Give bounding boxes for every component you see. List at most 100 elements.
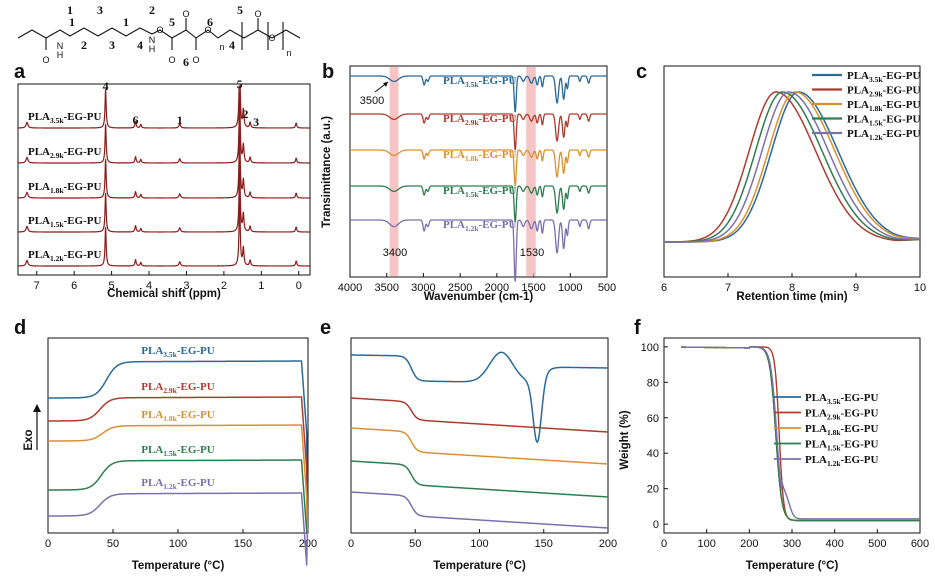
x-tick-label: 0: [661, 538, 667, 550]
panel-letter: f: [634, 317, 641, 339]
nmr-spectrum-line: [17, 194, 311, 267]
plot-frame: [47, 337, 309, 534]
legend-label: PLA1.8k-EG-PU: [847, 99, 920, 113]
ftir-series-label: PLA2.9k-EG-PU: [443, 113, 516, 127]
x-tick-label: 3500: [374, 282, 398, 294]
y-tick-label: 0: [653, 519, 659, 531]
x-tick-label: 4000: [338, 282, 362, 294]
ftir-spectrum-line: [349, 149, 608, 187]
panel-f-tga: f 0 100 200 300 400 500 600 Temperature (°C) 0 20 4…: [619, 317, 929, 572]
x-tick-label: 50: [107, 538, 119, 550]
x-tick-label: 7: [725, 282, 731, 294]
nmr-spectrum-line: [17, 160, 311, 233]
structure-number: 1: [67, 3, 73, 17]
peak-label: 5: [237, 77, 243, 91]
dsc-curve: [47, 360, 309, 532]
plot-frame: [349, 65, 608, 278]
structure-number: 3: [109, 38, 115, 52]
annotation-1530: 1530: [520, 247, 544, 259]
x-tick-label: 2: [221, 280, 227, 292]
peak-label: 1: [177, 113, 183, 127]
x-tick-label: 2000: [485, 282, 509, 294]
dsc-series-label: PLA1.5k-EG-PU: [141, 444, 214, 458]
x-tick-label: 1500: [521, 282, 545, 294]
x-tick-label: 6: [71, 280, 77, 292]
x-tick-label: 500: [598, 282, 616, 294]
nmr-series-label: PLA1.2k-EG-PU: [28, 249, 101, 263]
x-axis-title: Temperature (°C): [746, 560, 839, 572]
y-tick-label: 60: [647, 413, 659, 425]
ftir-spectrum-line: [349, 219, 608, 282]
dsc-curve: [350, 351, 609, 443]
tga-curve: [680, 346, 921, 522]
structure-atom: O: [254, 9, 261, 19]
x-axis-title: Chemical shift (ppm): [107, 288, 221, 300]
x-tick-label: 500: [868, 538, 886, 550]
nmr-series-label: PLA1.8k-EG-PU: [28, 181, 101, 195]
x-tick-label: 1: [258, 280, 264, 292]
structure-atom: O: [168, 55, 175, 65]
tga-curve: [680, 346, 921, 520]
x-tick-label: 3: [183, 280, 189, 292]
x-axis-title: Wavenumber (cm-1): [424, 291, 534, 303]
panel-d-dsc-first: d 0 50 100 150 200 Temperature (°C) Exo PLA3.5k-…: [14, 317, 317, 572]
annotation-3500: 3500: [360, 95, 384, 107]
x-axis-title: Temperature (°C): [132, 560, 225, 572]
x-tick-label: 200: [299, 538, 317, 550]
x-tick-label: 5: [109, 280, 115, 292]
x-tick-label: 0: [45, 538, 51, 550]
x-axis-title: Temperature (°C): [433, 560, 526, 572]
structure-atom: O: [182, 9, 189, 19]
structure-atom: H: [57, 50, 64, 60]
ftir-spectrum-line: [349, 75, 608, 113]
structure-atom: H: [149, 44, 156, 54]
plot-frame: [17, 83, 311, 276]
x-tick-label: 200: [740, 538, 758, 550]
structure-subscript: n: [286, 48, 291, 58]
nmr-series-label: PLA1.5k-EG-PU: [28, 215, 101, 229]
structure-number: 4: [229, 38, 235, 52]
x-tick-label: 100: [470, 538, 488, 550]
peak-label: 2: [242, 107, 248, 121]
gpc-curve: [663, 91, 921, 243]
x-tick-label: 200: [599, 538, 617, 550]
x-tick-label: 600: [911, 538, 929, 550]
ftir-series-label: PLA1.8k-EG-PU: [443, 149, 516, 163]
ftir-series-label: PLA1.2k-EG-PU: [443, 219, 516, 233]
structure-number: 6: [207, 15, 213, 29]
x-tick-label: 8: [789, 282, 795, 294]
panel-letter: d: [14, 317, 26, 339]
legend-label: PLA3.5k-EG-PU: [805, 392, 878, 406]
dsc-curve: [350, 397, 609, 433]
legend-label: PLA2.9k-EG-PU: [847, 85, 920, 99]
nmr-spectrum-line: [17, 126, 311, 199]
structure-number: 5: [237, 3, 243, 17]
panel-b-ftir: b 4000 3500 3000 2500 2000 1500 1000 500 Wavenumb…: [321, 61, 616, 303]
peak-label: 6: [133, 113, 139, 127]
nmr-series-label: PLA3.5k-EG-PU: [28, 111, 101, 125]
x-tick-label: 2500: [448, 282, 472, 294]
gpc-curve: [663, 91, 921, 243]
ftir-series-label: PLA1.5k-EG-PU: [443, 185, 516, 199]
legend-label: PLA3.5k-EG-PU: [847, 70, 920, 84]
dsc-curve: [47, 459, 308, 533]
dsc-series-label: PLA1.8k-EG-PU: [141, 409, 214, 423]
structure-atom: O: [42, 55, 49, 65]
structure-number: 5: [169, 15, 175, 29]
panel-c-gpc: c 6 7 8 9 10 Retention time (min) PLA3.5k-EG-PU…: [636, 61, 926, 303]
highlight-band-1530: [526, 67, 536, 276]
dsc-curve: [47, 424, 309, 532]
x-tick-label: 9: [853, 282, 859, 294]
legend-label: PLA1.2k-EG-PU: [805, 454, 878, 468]
nmr-spectrum-line: [17, 85, 311, 129]
structure-number: 1: [69, 15, 75, 29]
structure-backbone: [17, 27, 301, 39]
x-tick-label: 150: [535, 538, 553, 550]
gpc-curve: [663, 91, 921, 243]
x-tick-label: 100: [697, 538, 715, 550]
x-tick-label: 400: [825, 538, 843, 550]
dsc-series-label: PLA3.5k-EG-PU: [141, 345, 214, 359]
